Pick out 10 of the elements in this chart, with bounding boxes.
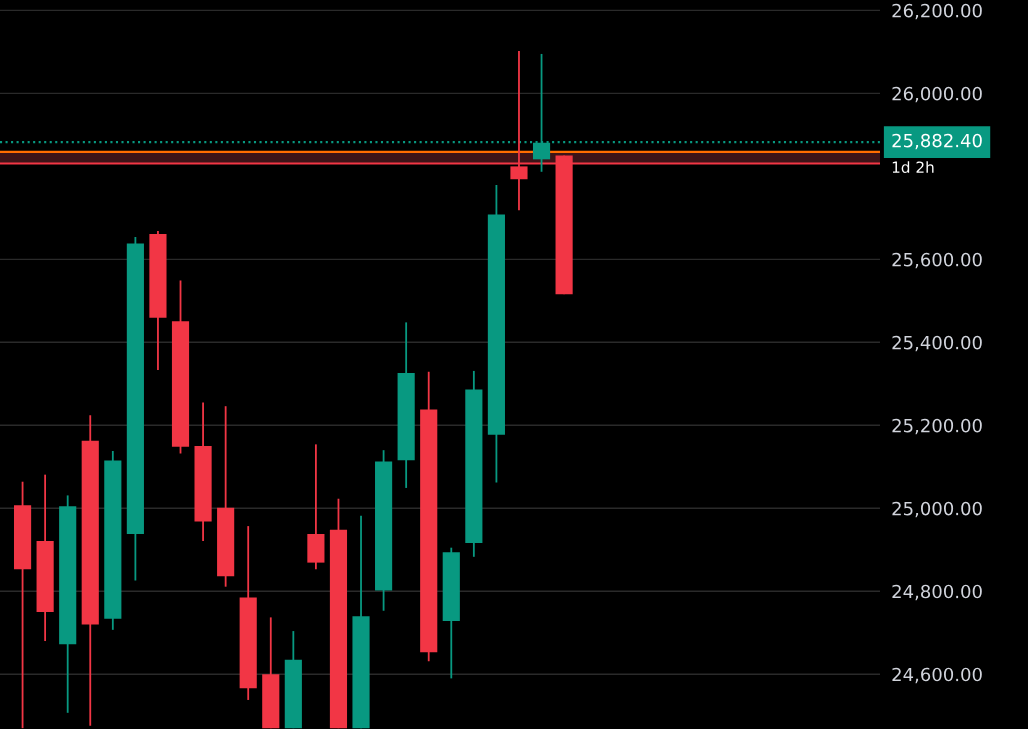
y-tick-label: 25,200.00: [892, 418, 982, 435]
y-tick-label: 25,600.00: [892, 252, 982, 269]
text: 1d 2h: [892, 161, 934, 173]
y-tick-label: 26,000.00: [892, 86, 982, 103]
ref-line-label: 25,882.40: [892, 133, 982, 150]
y-tick-label: 25,000.00: [892, 501, 982, 518]
y-tick-label: 26,200.00: [892, 3, 982, 20]
y-tick-label: 24,600.00: [892, 667, 982, 684]
y-tick-label: 24,800.00: [892, 584, 982, 601]
y-tick-label: 25,400.00: [892, 335, 982, 352]
